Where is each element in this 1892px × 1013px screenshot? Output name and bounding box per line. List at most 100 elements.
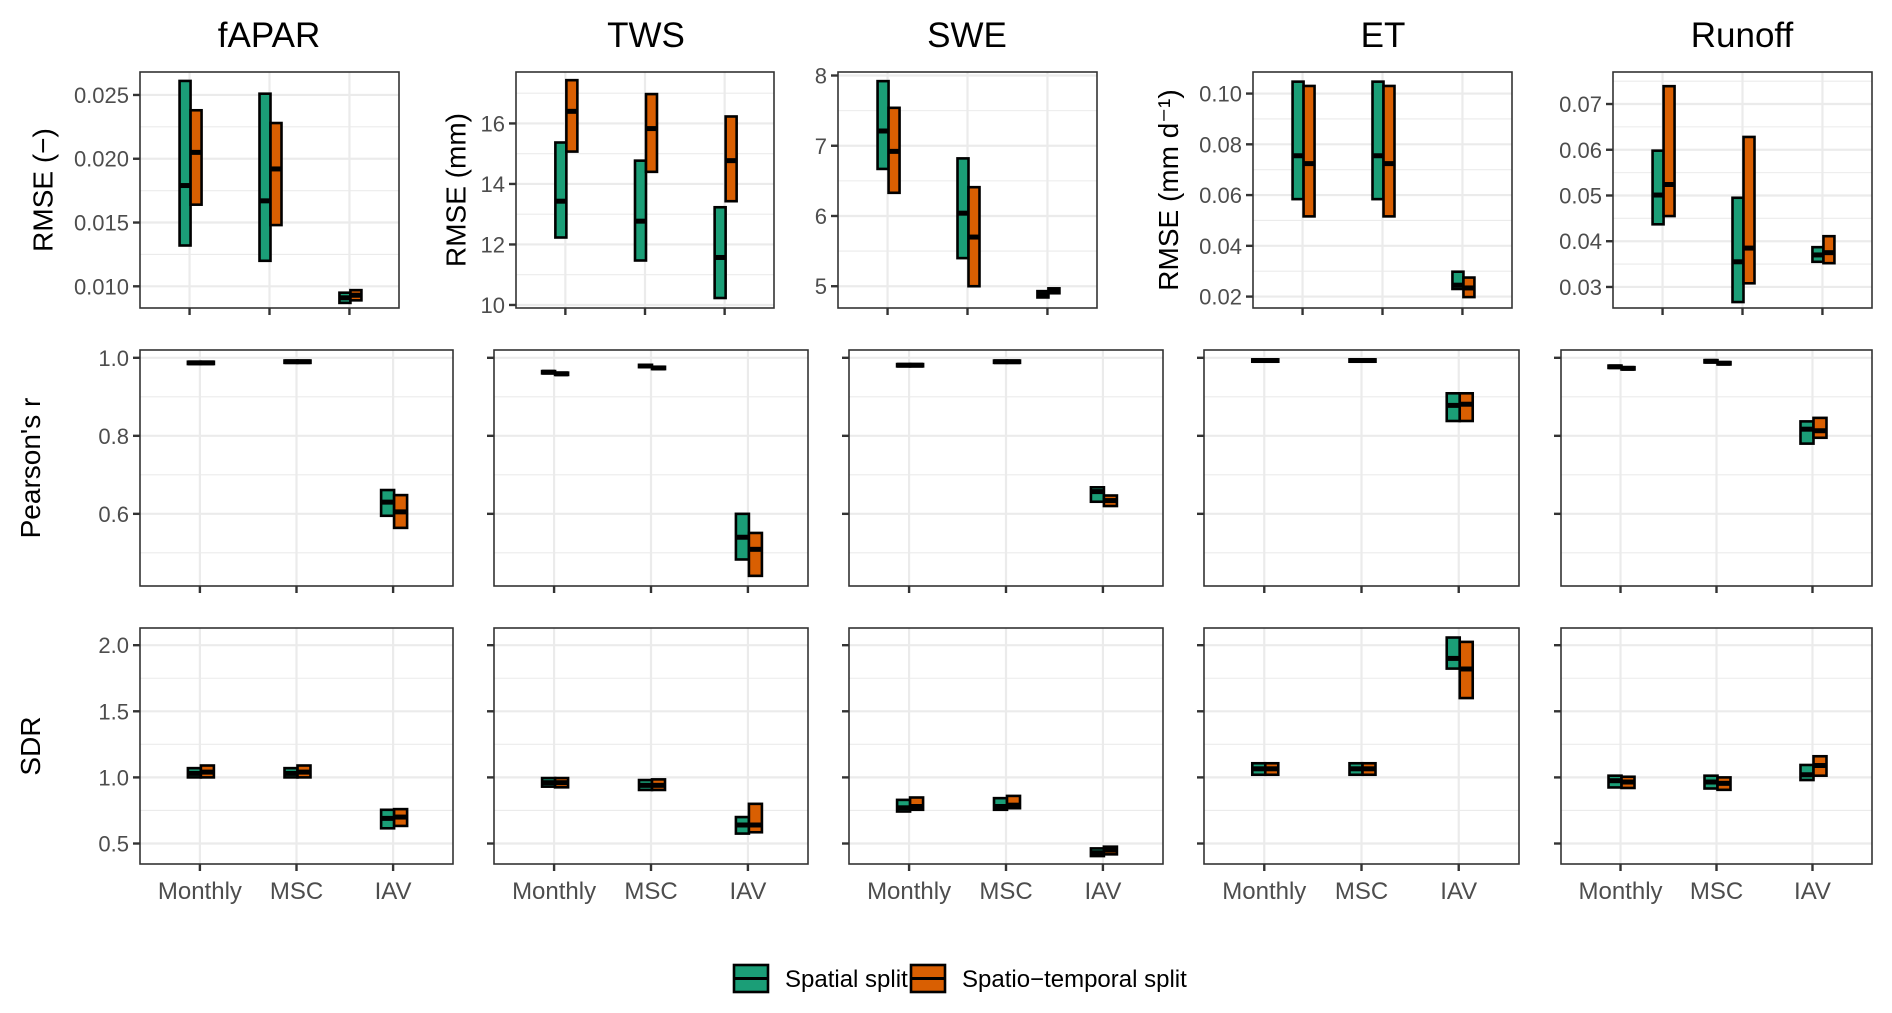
- crossbar-box: [1822, 234, 1836, 265]
- panel-sdr-runoff: Monthly MSC IAV: [1554, 627, 1873, 905]
- crossbar-spatiotemporal-msc: [1716, 776, 1732, 792]
- crossbar-spatial-msc: [956, 157, 970, 260]
- y-tick-label: 0.04: [1559, 229, 1602, 254]
- crossbar-spatial-monthly: [554, 141, 568, 239]
- crossbar-spatiotemporal-msc: [967, 185, 981, 288]
- crossbar-spatial-monthly: [876, 79, 890, 171]
- panel-pearson-s-r-swe: [842, 349, 1164, 593]
- crossbar-spatiotemporal-iav: [724, 115, 738, 203]
- crossbar-spatiotemporal-msc: [1005, 359, 1022, 365]
- crossbar-box: [269, 121, 283, 227]
- crossbar-spatial-iav: [379, 488, 396, 518]
- crossbar-box: [956, 157, 970, 260]
- crossbar-spatial-msc: [283, 359, 299, 365]
- panel-rmse-swe: 5 6 7 8: [815, 64, 1098, 315]
- crossbar-box: [1382, 84, 1396, 218]
- crossbar-spatiotemporal-msc: [1005, 794, 1022, 810]
- y-tick-label: 0.5: [98, 832, 129, 857]
- crossbar-spatiotemporal-msc: [296, 764, 312, 779]
- y-tick-label: 12: [481, 232, 505, 257]
- crossbar-spatial-iav: [338, 291, 352, 305]
- crossbar-spatiotemporal-msc: [269, 121, 283, 227]
- crossbar-box: [1371, 80, 1385, 201]
- y-tick-label: 0.06: [1199, 183, 1242, 208]
- crossbar-spatiotemporal-iav: [747, 802, 764, 834]
- y-tick-label: 10: [481, 293, 505, 318]
- crossbar-box: [1742, 135, 1756, 285]
- y-tick-label: 0.10: [1199, 82, 1242, 107]
- crossbar-box: [554, 141, 568, 239]
- crossbar-spatial-iav: [1451, 270, 1465, 291]
- crossbar-spatial-monthly: [186, 766, 203, 779]
- crossbar-spatiotemporal-msc: [650, 365, 667, 371]
- crossbar-box: [876, 79, 890, 171]
- crossbar-spatial-monthly: [1651, 149, 1665, 226]
- y-tick-label: 8: [815, 64, 827, 89]
- crossbar-spatiotemporal-monthly: [1620, 775, 1636, 790]
- crossbar-spatiotemporal-msc: [650, 778, 667, 792]
- y-tick-label: 0.07: [1559, 92, 1602, 117]
- crossbar-spatial-monthly: [895, 362, 912, 368]
- crossbar-spatial-monthly: [1291, 80, 1305, 201]
- y-tick-label: 1.0: [98, 765, 129, 790]
- crossbar-box: [1445, 636, 1462, 670]
- crossbar-box: [633, 159, 648, 262]
- crossbar-spatiotemporal-iav: [1812, 754, 1828, 777]
- crossbar-spatial-iav: [1445, 391, 1462, 423]
- crossbar-box: [747, 802, 764, 834]
- crossbar-spatiotemporal-iav: [1822, 234, 1836, 265]
- panel-rmse-runoff: 0.03 0.04 0.05 0.06 0.07: [1559, 71, 1873, 315]
- y-tick-label: 14: [481, 172, 505, 197]
- crossbar-spatiotemporal-msc: [1361, 358, 1377, 364]
- x-tick-label-msc: MSC: [1690, 878, 1743, 905]
- x-tick-label-iav: IAV: [1794, 878, 1831, 905]
- x-tick-label-iav: IAV: [729, 878, 766, 905]
- crossbar-spatiotemporal-monthly: [887, 106, 901, 195]
- crossbar-spatial-monthly: [1607, 364, 1623, 370]
- panel-pearson-s-r-fapar: 0.6 0.8 1.0 Pearson's r: [15, 346, 454, 593]
- crossbar-box: [1458, 391, 1475, 423]
- panel-sdr-fapar: 0.5 1.0 1.5 2.0 Monthly MSC IAV SDR: [15, 627, 454, 905]
- x-tick-label-monthly: Monthly: [1578, 878, 1662, 905]
- y-tick-label: 0.05: [1559, 183, 1602, 208]
- crossbar-box: [1662, 84, 1676, 218]
- crossbar-spatiotemporal-monthly: [1620, 365, 1636, 371]
- legend-item-spatiotemporal: Spatio−temporal split: [909, 963, 1187, 994]
- crossbar-spatial-iav: [734, 815, 751, 835]
- crossbar-spatiotemporal-iav: [1812, 416, 1828, 440]
- crossbar-spatial-monthly: [540, 776, 557, 788]
- crossbar-spatiotemporal-monthly: [553, 776, 570, 789]
- y-axis-title-sdr-fapar: SDR: [15, 716, 46, 775]
- crossbar-spatiotemporal-iav: [1458, 640, 1475, 700]
- crossbar-box: [1302, 84, 1316, 218]
- crossbar-spatiotemporal-iav: [1102, 845, 1119, 856]
- panel-pearson-s-r-et: [1197, 349, 1520, 593]
- panel-title-swe: SWE: [927, 16, 1007, 55]
- crossbar-spatiotemporal-monthly: [199, 764, 216, 779]
- crossbar-box: [1651, 149, 1665, 226]
- crossbar-box: [1291, 80, 1305, 201]
- crossbar-spatiotemporal-msc: [644, 92, 659, 174]
- y-tick-label: 0.03: [1559, 275, 1602, 300]
- y-axis-title-rmse-et: RMSE (mm d⁻¹): [1153, 89, 1184, 290]
- crossbar-box: [1799, 420, 1815, 445]
- crossbar-spatiotemporal-monthly: [1302, 84, 1316, 218]
- crossbar-box: [644, 92, 659, 174]
- y-axis-title-rmse-tws: RMSE (mm): [440, 113, 471, 267]
- crossbar-box: [1731, 196, 1745, 304]
- crossbar-spatiotemporal-iav: [392, 493, 409, 530]
- x-tick-label-iav: IAV: [1084, 878, 1121, 905]
- y-tick-label: 0.08: [1199, 132, 1242, 157]
- crossbar-spatiotemporal-monthly: [1263, 761, 1280, 777]
- crossbar-spatiotemporal-monthly: [908, 362, 925, 368]
- x-tick-label-monthly: Monthly: [512, 878, 596, 905]
- panel-sdr-swe: Monthly MSC IAV: [842, 627, 1164, 905]
- crossbar-spatial-monthly: [540, 369, 557, 375]
- panel-rmse-fapar: 0.010 0.015 0.020 0.025 RMSE (−): [28, 71, 400, 315]
- y-tick-label: 0.010: [74, 274, 129, 299]
- crossbar-box: [178, 79, 192, 247]
- y-tick-label: 0.04: [1199, 234, 1242, 259]
- crossbar-spatial-msc: [637, 778, 654, 792]
- crossbar-spatial-msc: [258, 92, 272, 263]
- crossbar-spatiotemporal-monthly: [565, 78, 579, 153]
